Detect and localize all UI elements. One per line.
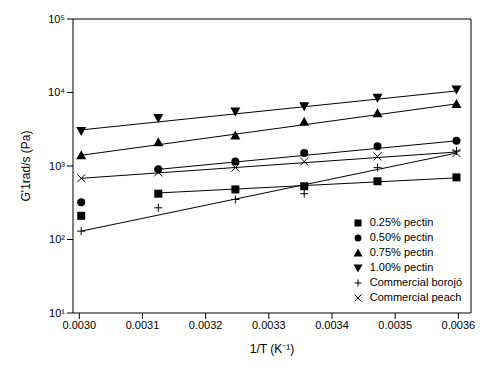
svg-text:0.0031: 0.0031 [126, 319, 160, 331]
html-text:Commercial borojó: Commercial borojó [369, 276, 462, 288]
svg-text:10³: 10³ [49, 160, 65, 172]
svg-text:0.0030: 0.0030 [62, 319, 96, 331]
svg-text:10²: 10² [49, 233, 65, 245]
html-text:1.00% pectin: 1.00% pectin [369, 261, 434, 273]
svg-text:0.0034: 0.0034 [315, 319, 349, 331]
html-text:0.75% pectin: 0.75% pectin [369, 246, 434, 258]
svg-text:0.0032: 0.0032 [189, 319, 223, 331]
html-text:Commercial peach: Commercial peach [369, 291, 462, 303]
svg-text:1/T (K⁻¹): 1/T (K⁻¹) [250, 342, 294, 356]
html-text:0.25% pectin: 0.25% pectin [369, 216, 434, 228]
svg-text:10⁴: 10⁴ [48, 86, 65, 98]
html-text:0.50% pectin: 0.50% pectin [369, 231, 434, 243]
svg-text:0.0035: 0.0035 [378, 319, 412, 331]
svg-text:10⁵: 10⁵ [48, 13, 65, 25]
svg-text:0.0036: 0.0036 [442, 319, 476, 331]
svg-text:0.0033: 0.0033 [252, 319, 286, 331]
svg-text:G'1rad/s (Pa): G'1rad/s (Pa) [19, 131, 33, 202]
svg-text:10¹: 10¹ [49, 307, 65, 319]
